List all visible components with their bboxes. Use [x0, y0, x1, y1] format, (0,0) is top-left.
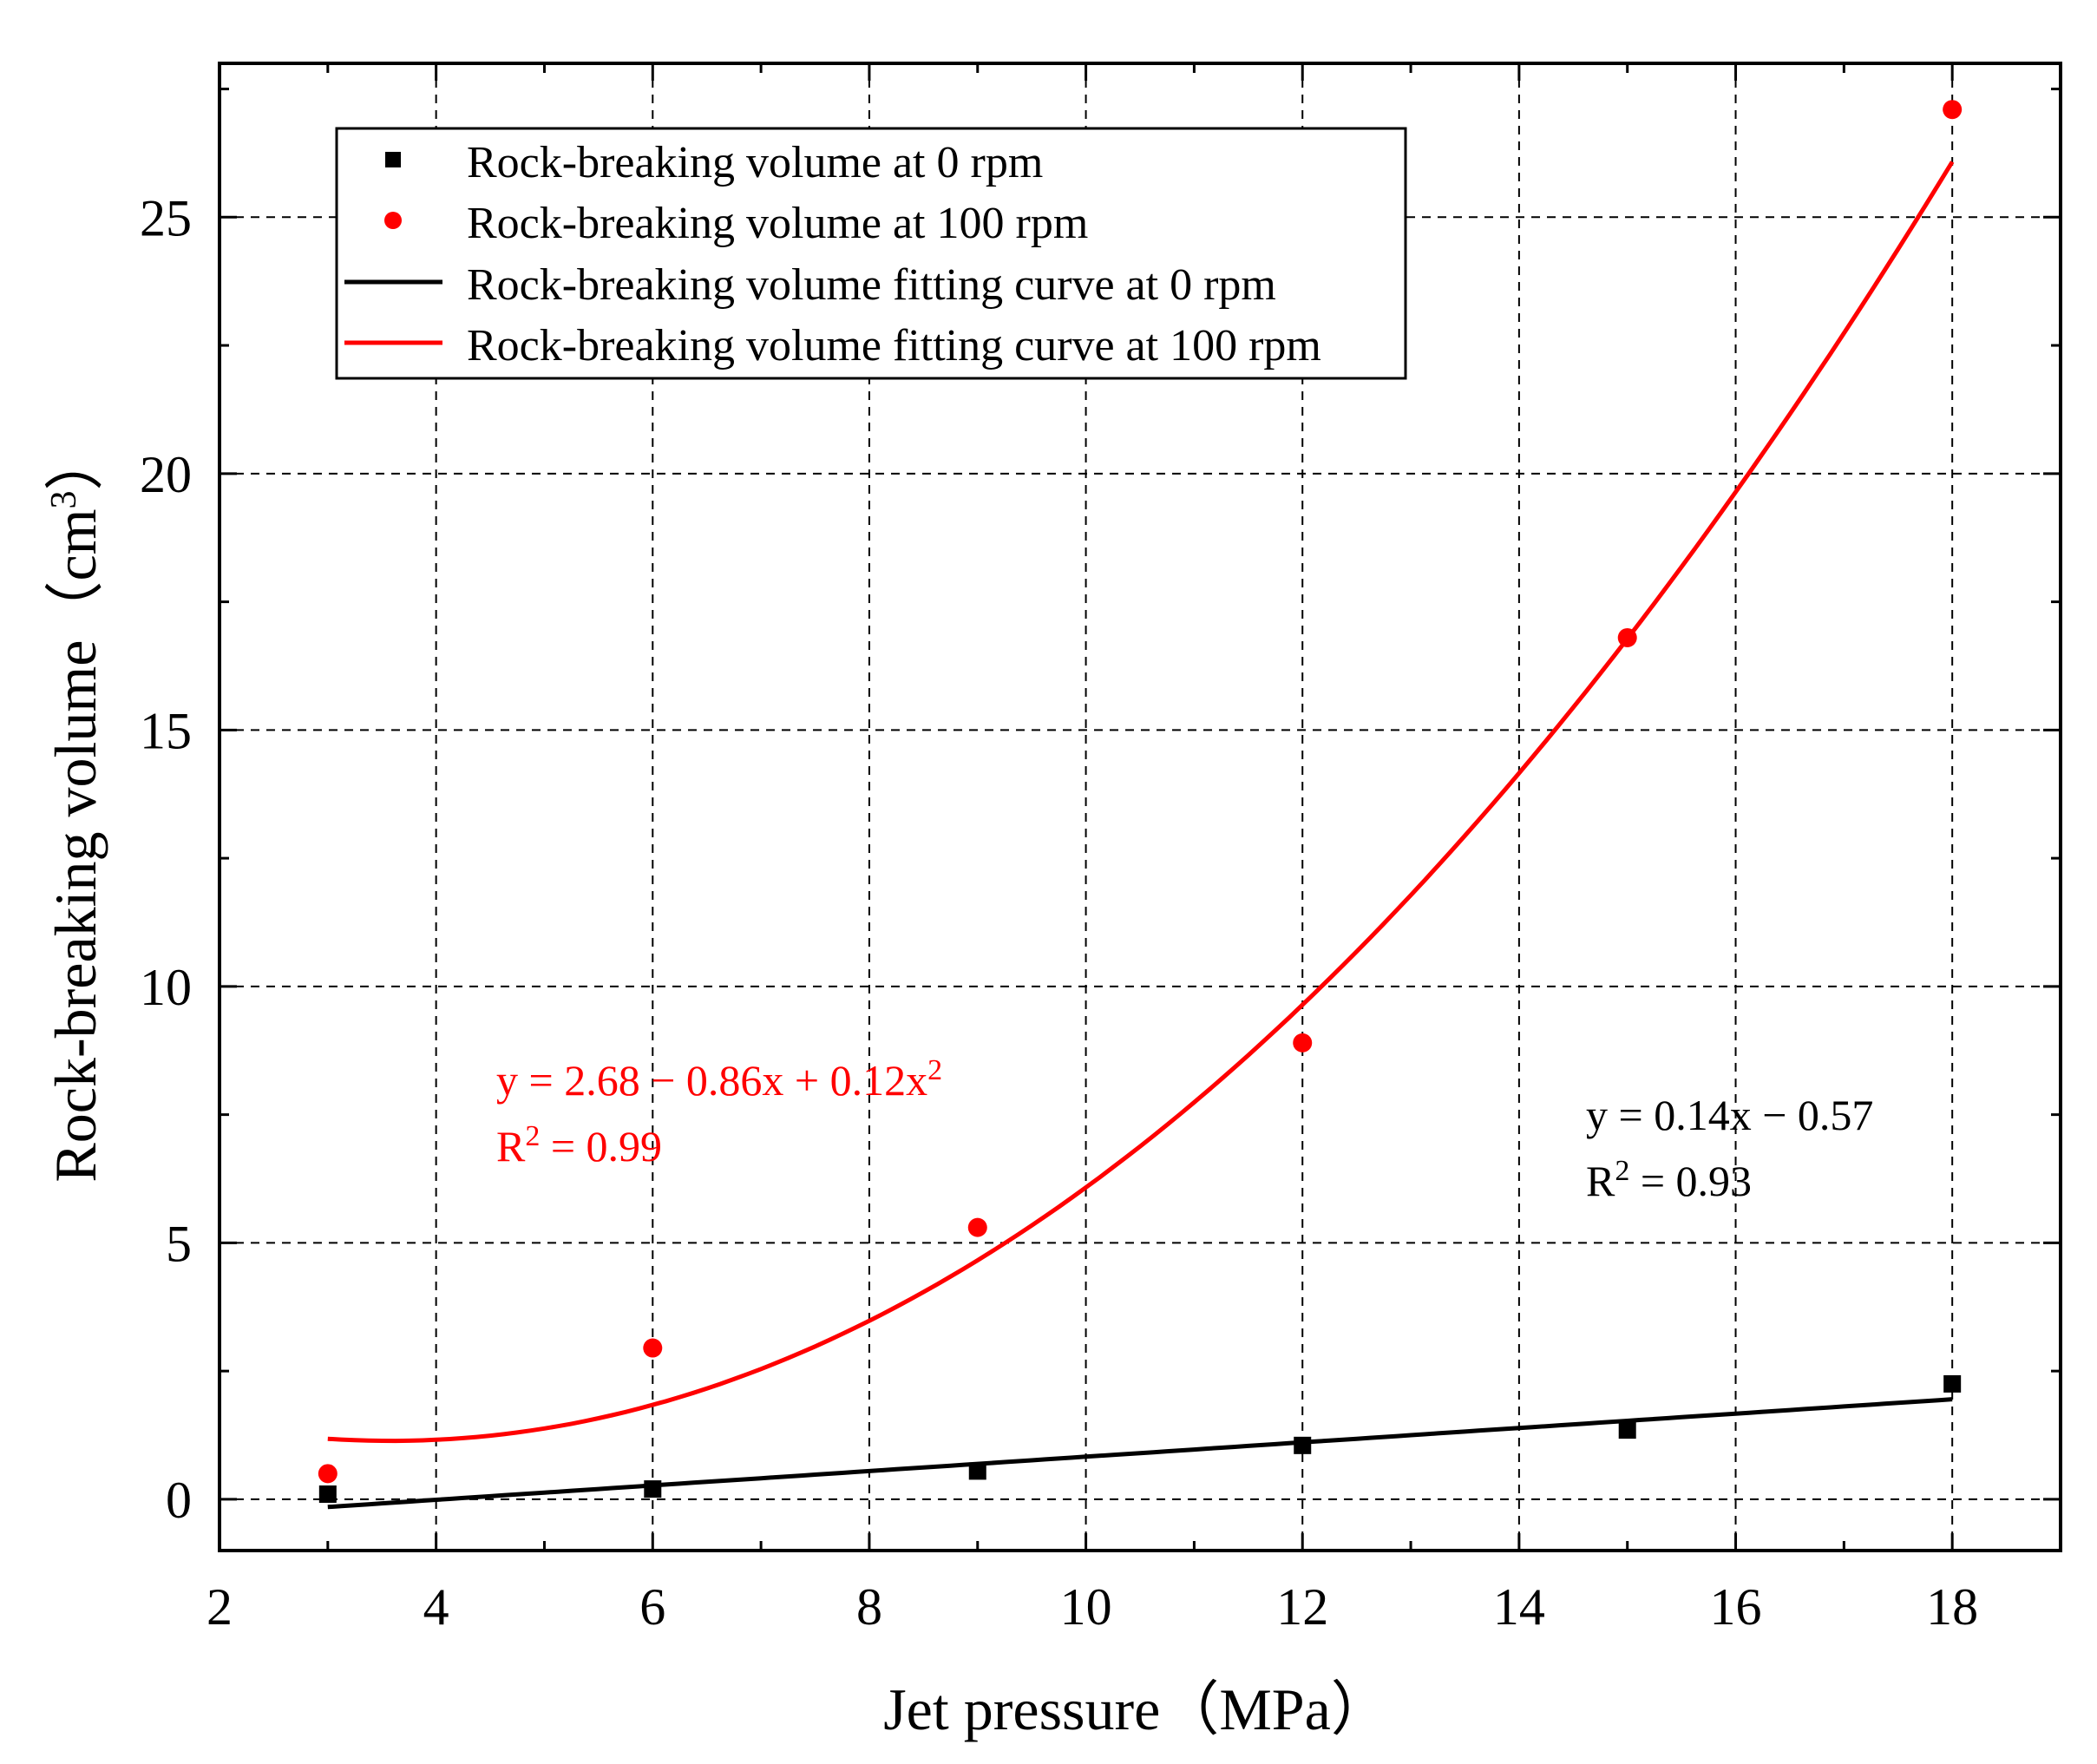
x-tick-label: 10	[1060, 1578, 1112, 1636]
axis-ticks: 2 4 6 8 10 12 14 16 18 0 5 10 15 20 25	[140, 63, 2061, 1636]
legend-box	[335, 127, 1407, 380]
legend-label-100rpm-points: Rock-breaking volume at 100 rpm	[467, 199, 1088, 248]
y-tick-label: 20	[140, 446, 192, 503]
x-tick-label: 16	[1710, 1578, 1762, 1636]
plot-frame	[218, 62, 2062, 1552]
fit-curves	[327, 161, 1955, 1510]
data-point-0rpm	[1618, 1421, 1636, 1439]
data-point-0rpm	[644, 1480, 662, 1498]
data-point-100rpm	[1943, 100, 1963, 120]
y-tick-label: 5	[166, 1215, 192, 1272]
data-point-100rpm	[643, 1338, 663, 1358]
legend-marker-square	[385, 152, 401, 167]
annotation-linear: y = 0.14x − 0.57 R2 = 0.93	[1586, 1091, 1873, 1205]
x-tick-label: 12	[1276, 1578, 1328, 1636]
x-tick-label: 6	[639, 1578, 665, 1636]
fit-curve-100rpm	[327, 161, 1955, 1444]
x-tick-label: 8	[856, 1578, 882, 1636]
y-axis-title: Rock-breaking volume（cm3）	[43, 431, 108, 1182]
data-point-0rpm	[318, 1485, 337, 1503]
data-point-100rpm	[1293, 1033, 1313, 1052]
data-point-0rpm	[1294, 1436, 1312, 1454]
annotation-quadratic-equation: y = 2.68 − 0.86x + 0.12x2	[496, 1054, 942, 1105]
y-tick-label: 15	[140, 702, 192, 759]
annotation-quadratic-r2: R2 = 0.99	[496, 1120, 662, 1171]
y-axis-title-close: ）	[43, 431, 108, 490]
y-axis-title-main: Rock-breaking volume（cm	[43, 508, 108, 1182]
x-tick-label: 14	[1493, 1578, 1545, 1636]
annotation-linear-r2: R2 = 0.93	[1586, 1155, 1752, 1206]
x-tick-label: 2	[206, 1578, 233, 1636]
x-axis-title: Jet pressure（MPa）	[883, 1676, 1390, 1742]
y-tick-label: 10	[140, 959, 192, 1016]
legend-label-100rpm-fit: Rock-breaking volume fitting curve at 10…	[467, 321, 1321, 371]
y-axis-title-sup: 3	[44, 490, 84, 508]
x-tick-label: 4	[423, 1578, 449, 1636]
y-tick-label: 0	[166, 1472, 192, 1529]
data-point-0rpm	[968, 1462, 986, 1480]
legend-label-0rpm-fit: Rock-breaking volume fitting curve at 0 …	[467, 260, 1276, 310]
data-point-100rpm	[1617, 627, 1637, 647]
legend-label-0rpm-points: Rock-breaking volume at 0 rpm	[467, 138, 1043, 187]
data-point-100rpm	[967, 1217, 987, 1237]
fit-curve-0rpm	[327, 1397, 1953, 1510]
legend-marker-circle	[384, 212, 402, 229]
data-points	[318, 100, 1963, 1503]
data-point-0rpm	[1943, 1374, 1962, 1393]
annotation-quadratic: y = 2.68 − 0.86x + 0.12x2 R2 = 0.99	[496, 1054, 942, 1171]
grid	[220, 63, 2061, 1551]
x-tick-label: 18	[1926, 1578, 1978, 1636]
annotation-linear-equation: y = 0.14x − 0.57	[1586, 1091, 1873, 1139]
legend: Rock-breaking volume at 0 rpm Rock-break…	[335, 127, 1407, 380]
y-tick-label: 25	[140, 189, 192, 246]
data-point-100rpm	[318, 1464, 337, 1484]
